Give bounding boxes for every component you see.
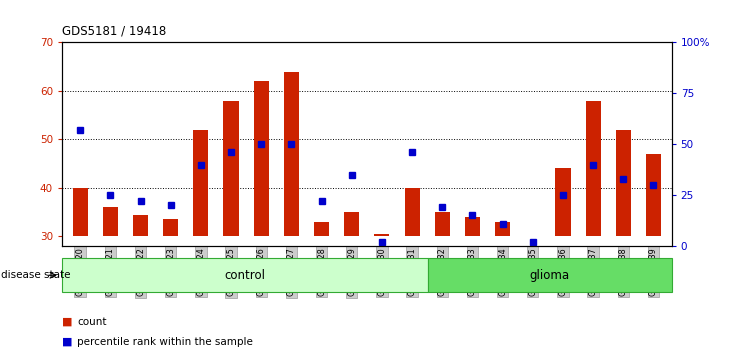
Bar: [495, 222, 510, 236]
Bar: [163, 219, 178, 236]
Text: disease state: disease state: [1, 270, 71, 280]
Bar: [465, 217, 480, 236]
Bar: [103, 207, 118, 236]
Bar: [374, 234, 390, 236]
Bar: [585, 101, 601, 236]
Bar: [646, 154, 661, 236]
Text: ■: ■: [62, 337, 72, 347]
Bar: [133, 215, 148, 236]
Text: ■: ■: [62, 317, 72, 327]
Text: count: count: [77, 317, 107, 327]
Bar: [616, 130, 631, 236]
Bar: [284, 72, 299, 236]
Text: control: control: [224, 269, 266, 282]
Bar: [344, 212, 359, 236]
Bar: [314, 222, 329, 236]
Bar: [193, 130, 208, 236]
Bar: [556, 169, 571, 236]
Bar: [223, 101, 239, 236]
Text: glioma: glioma: [530, 269, 569, 282]
Bar: [253, 81, 269, 236]
Bar: [435, 212, 450, 236]
Bar: [404, 188, 420, 236]
Bar: [72, 188, 88, 236]
Text: GDS5181 / 19418: GDS5181 / 19418: [62, 24, 166, 37]
Text: percentile rank within the sample: percentile rank within the sample: [77, 337, 253, 347]
